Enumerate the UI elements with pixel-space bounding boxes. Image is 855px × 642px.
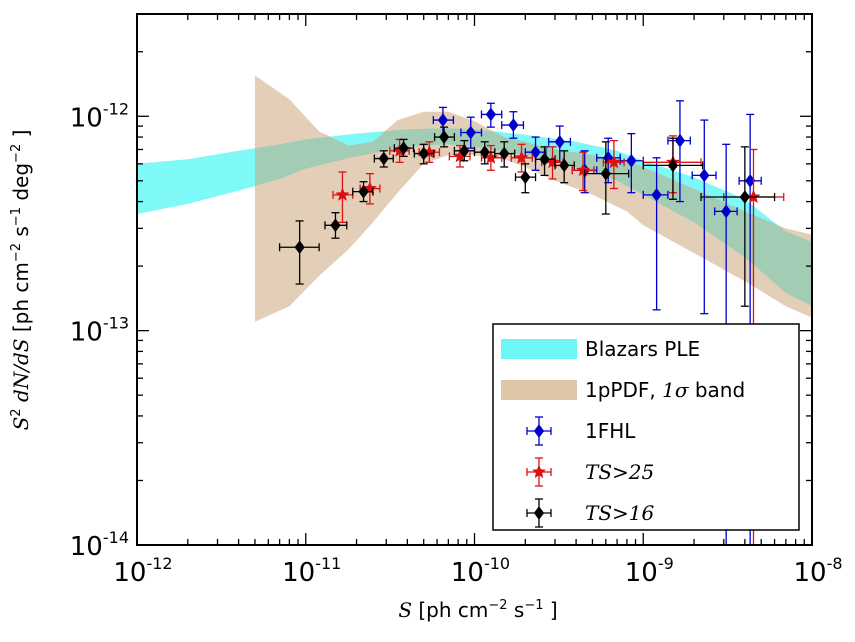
x-axis-label: S [ph cm−2 s−1 ]: [398, 598, 557, 622]
series-2-point-3: [378, 151, 389, 166]
x-axis-label-var: S: [398, 598, 412, 622]
series-1-point-8: [576, 163, 591, 177]
legend-swatch-0: [501, 339, 577, 359]
svg-text:S2 dN/dS [ph cm−2 s−1 deg−2 ]: S2 dN/dS [ph cm−2 s−1 deg−2 ]: [9, 130, 33, 431]
bands-layer: [137, 75, 812, 322]
series-2-point-15: [739, 190, 750, 204]
series-0-point-1: [465, 125, 476, 140]
legend-entry-3: TS>25: [526, 457, 654, 487]
series-2-point-6: [438, 130, 450, 144]
series-2-point-2: [358, 184, 369, 199]
series-2-point-8: [479, 145, 490, 160]
series-0-point-9: [651, 188, 662, 202]
plot-frame: [136, 13, 813, 546]
series-0-point-3: [508, 118, 519, 132]
x-tick-label-0: 10-12: [113, 554, 172, 588]
series-2-point-4: [398, 141, 409, 155]
series-0-point-2: [485, 107, 496, 122]
series-2-point-13: [600, 166, 611, 181]
series-2-point-14: [667, 158, 679, 173]
x-tick-label-4: 10-8: [793, 554, 842, 588]
y-tick-label-1: 10-13: [70, 314, 129, 348]
series-2-point-1: [330, 218, 341, 233]
series-0-point-8: [626, 153, 637, 168]
x-tick-label-3: 10-9: [625, 554, 674, 588]
series-2-errorbar-15: [700, 146, 776, 307]
series-1-point-0: [335, 187, 350, 201]
legend-label-2: 1FHL: [585, 419, 636, 443]
legend-marker-2: [533, 424, 545, 438]
series-1-point-9: [606, 155, 621, 169]
legend-label-3: TS>25: [585, 460, 654, 484]
legend-entry-0: Blazars PLE: [501, 337, 700, 361]
band-1: [255, 75, 812, 322]
legend-entry-4: TS>16: [526, 498, 655, 528]
ticks-layer: 10-12 10-11 10-10 10-9 10-8 10-14 10-13 10-12: [70, 14, 843, 588]
legend-swatch-1: [501, 380, 577, 400]
series-2-point-7: [459, 143, 470, 158]
x-tick-label-1: 10-11: [282, 554, 341, 588]
y-axis-label: S2 dN/dS [ph cm−2 s−1 deg−2 ]: [9, 130, 33, 431]
series-2-point-11: [539, 152, 550, 167]
series-2-point-12: [559, 158, 570, 173]
series-2-point-9: [499, 146, 510, 161]
series-2-point-0: [294, 240, 305, 255]
y-tick-label-2: 10-12: [70, 99, 129, 133]
points-layer: [278, 100, 785, 545]
series-0-point-12: [721, 204, 732, 219]
legend-marker-3: [532, 464, 546, 478]
series-1-point-6: [514, 150, 529, 164]
legend-label-1: 1pPDF, 1σ band: [585, 378, 745, 402]
legend-label-0: Blazars PLE: [585, 337, 700, 361]
series-2-errorbar-1: [324, 212, 348, 239]
series-0-point-0: [437, 113, 449, 127]
y-tick-label-0: 10-14: [70, 528, 129, 562]
legend-entry-2: 1FHL: [526, 416, 636, 446]
x-tick-label-2: 10-10: [451, 554, 510, 588]
legend-marker-4: [533, 506, 545, 520]
legend-label-4: TS>16: [585, 501, 655, 525]
series-2: [278, 126, 776, 307]
series-0-point-11: [699, 168, 710, 183]
series-2-point-5: [418, 146, 429, 161]
legend-entry-1: 1pPDF, 1σ band: [501, 378, 745, 402]
series-0-point-5: [554, 134, 565, 149]
legend: Blazars PLE 1pPDF, 1σ band 1FHL TS>25 TS>16: [492, 323, 800, 531]
series-2-point-10: [520, 170, 531, 184]
